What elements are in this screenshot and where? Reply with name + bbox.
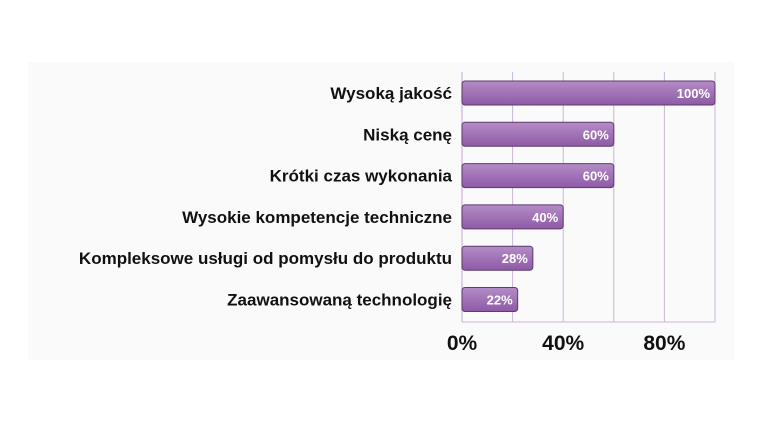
labels: Wysoką jakość 100% Niską cenę 60% Krótki cza…	[79, 84, 711, 355]
data-label: 22%	[487, 293, 513, 308]
x-tick-label: 0%	[447, 332, 478, 355]
data-label: 28%	[502, 251, 528, 266]
bar-chart: Wysoką jakość 100% Niską cenę 60% Krótki cza…	[79, 72, 716, 355]
x-tick-label: 80%	[643, 332, 685, 355]
data-label: 100%	[677, 86, 711, 101]
category-label: Kompleksowe usługi od pomysłu do produkt…	[79, 249, 452, 268]
data-label: 60%	[583, 127, 609, 142]
bar	[461, 163, 615, 189]
bar	[461, 121, 615, 147]
data-label: 40%	[532, 210, 558, 225]
bars	[461, 80, 716, 312]
bar	[461, 245, 534, 271]
category-label: Wysoką jakość	[330, 84, 452, 103]
bar	[461, 204, 564, 230]
bar	[461, 287, 519, 312]
category-label: Niską cenę	[363, 125, 452, 144]
category-label: Krótki czas wykonania	[270, 167, 453, 186]
category-label: Wysokie kompetencje techniczne	[182, 208, 452, 227]
grid-lines	[461, 72, 716, 323]
bar	[461, 80, 716, 106]
chart-area: Wysoką jakość 100% Niską cenę 60% Krótki cza…	[28, 62, 734, 360]
data-label: 60%	[583, 169, 609, 184]
x-tick-label: 40%	[542, 332, 584, 355]
category-label: Zaawansowaną technologię	[227, 291, 452, 310]
